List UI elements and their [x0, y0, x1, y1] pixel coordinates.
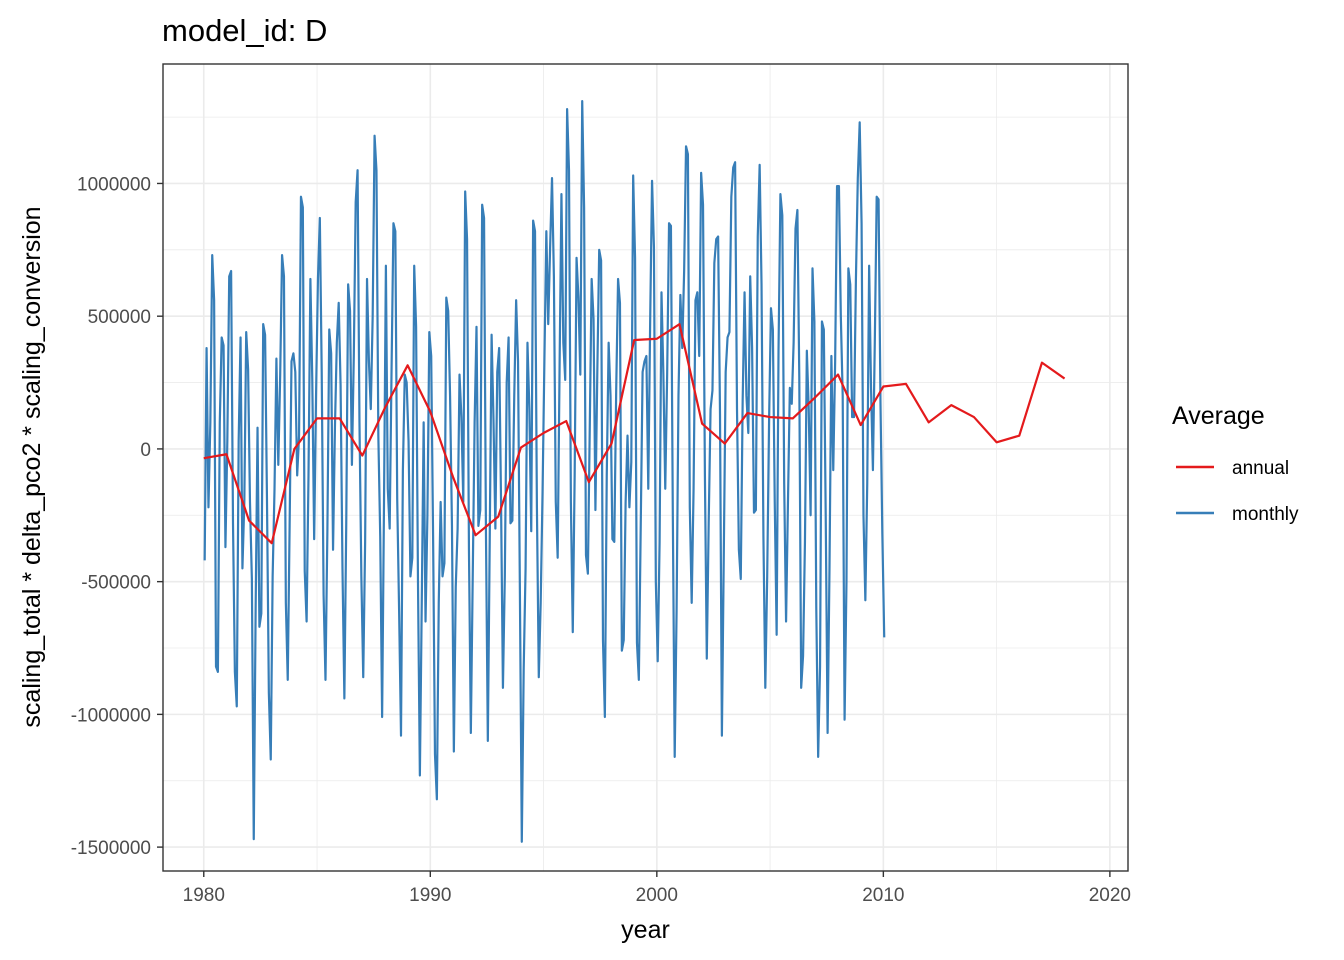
- y-tick-label: 500000: [88, 307, 151, 328]
- y-tick-label: 1000000: [77, 174, 151, 195]
- series-line-annual: [203, 323, 1066, 545]
- legend-item-annual: annual: [1176, 458, 1289, 479]
- legend-item-monthly: monthly: [1176, 504, 1299, 525]
- legend-title: Average: [1172, 402, 1265, 430]
- x-axis: 1980 1990 2000 2010 2020: [183, 871, 1131, 906]
- series-layer: [203, 100, 1066, 843]
- y-axis-label: scaling_total * delta_pco2 * scaling_con…: [18, 206, 46, 727]
- legend: Average annual monthly: [1172, 402, 1299, 525]
- x-tick-label: 2000: [636, 885, 678, 906]
- y-tick-label: -1000000: [71, 705, 151, 726]
- plot-panel: [162, 63, 1129, 872]
- plot-border: [162, 63, 1129, 872]
- legend-label-monthly: monthly: [1232, 504, 1299, 525]
- y-axis: -1500000 -1000000 -500000 0 500000 1000000: [71, 174, 163, 859]
- x-axis-label: year: [621, 916, 670, 944]
- y-tick-label: 0: [140, 440, 151, 461]
- y-tick-label: -1500000: [71, 838, 151, 859]
- x-tick-label: 2020: [1089, 885, 1131, 906]
- x-tick-label: 2010: [862, 885, 904, 906]
- y-tick-label: -500000: [81, 573, 151, 594]
- chart-title: model_id: D: [162, 13, 327, 48]
- grid: [163, 64, 1128, 871]
- x-tick-label: 1980: [183, 885, 225, 906]
- legend-label-annual: annual: [1232, 458, 1289, 479]
- plot-background: [163, 64, 1128, 871]
- series-line-monthly: [203, 100, 886, 843]
- x-tick-label: 1990: [409, 885, 451, 906]
